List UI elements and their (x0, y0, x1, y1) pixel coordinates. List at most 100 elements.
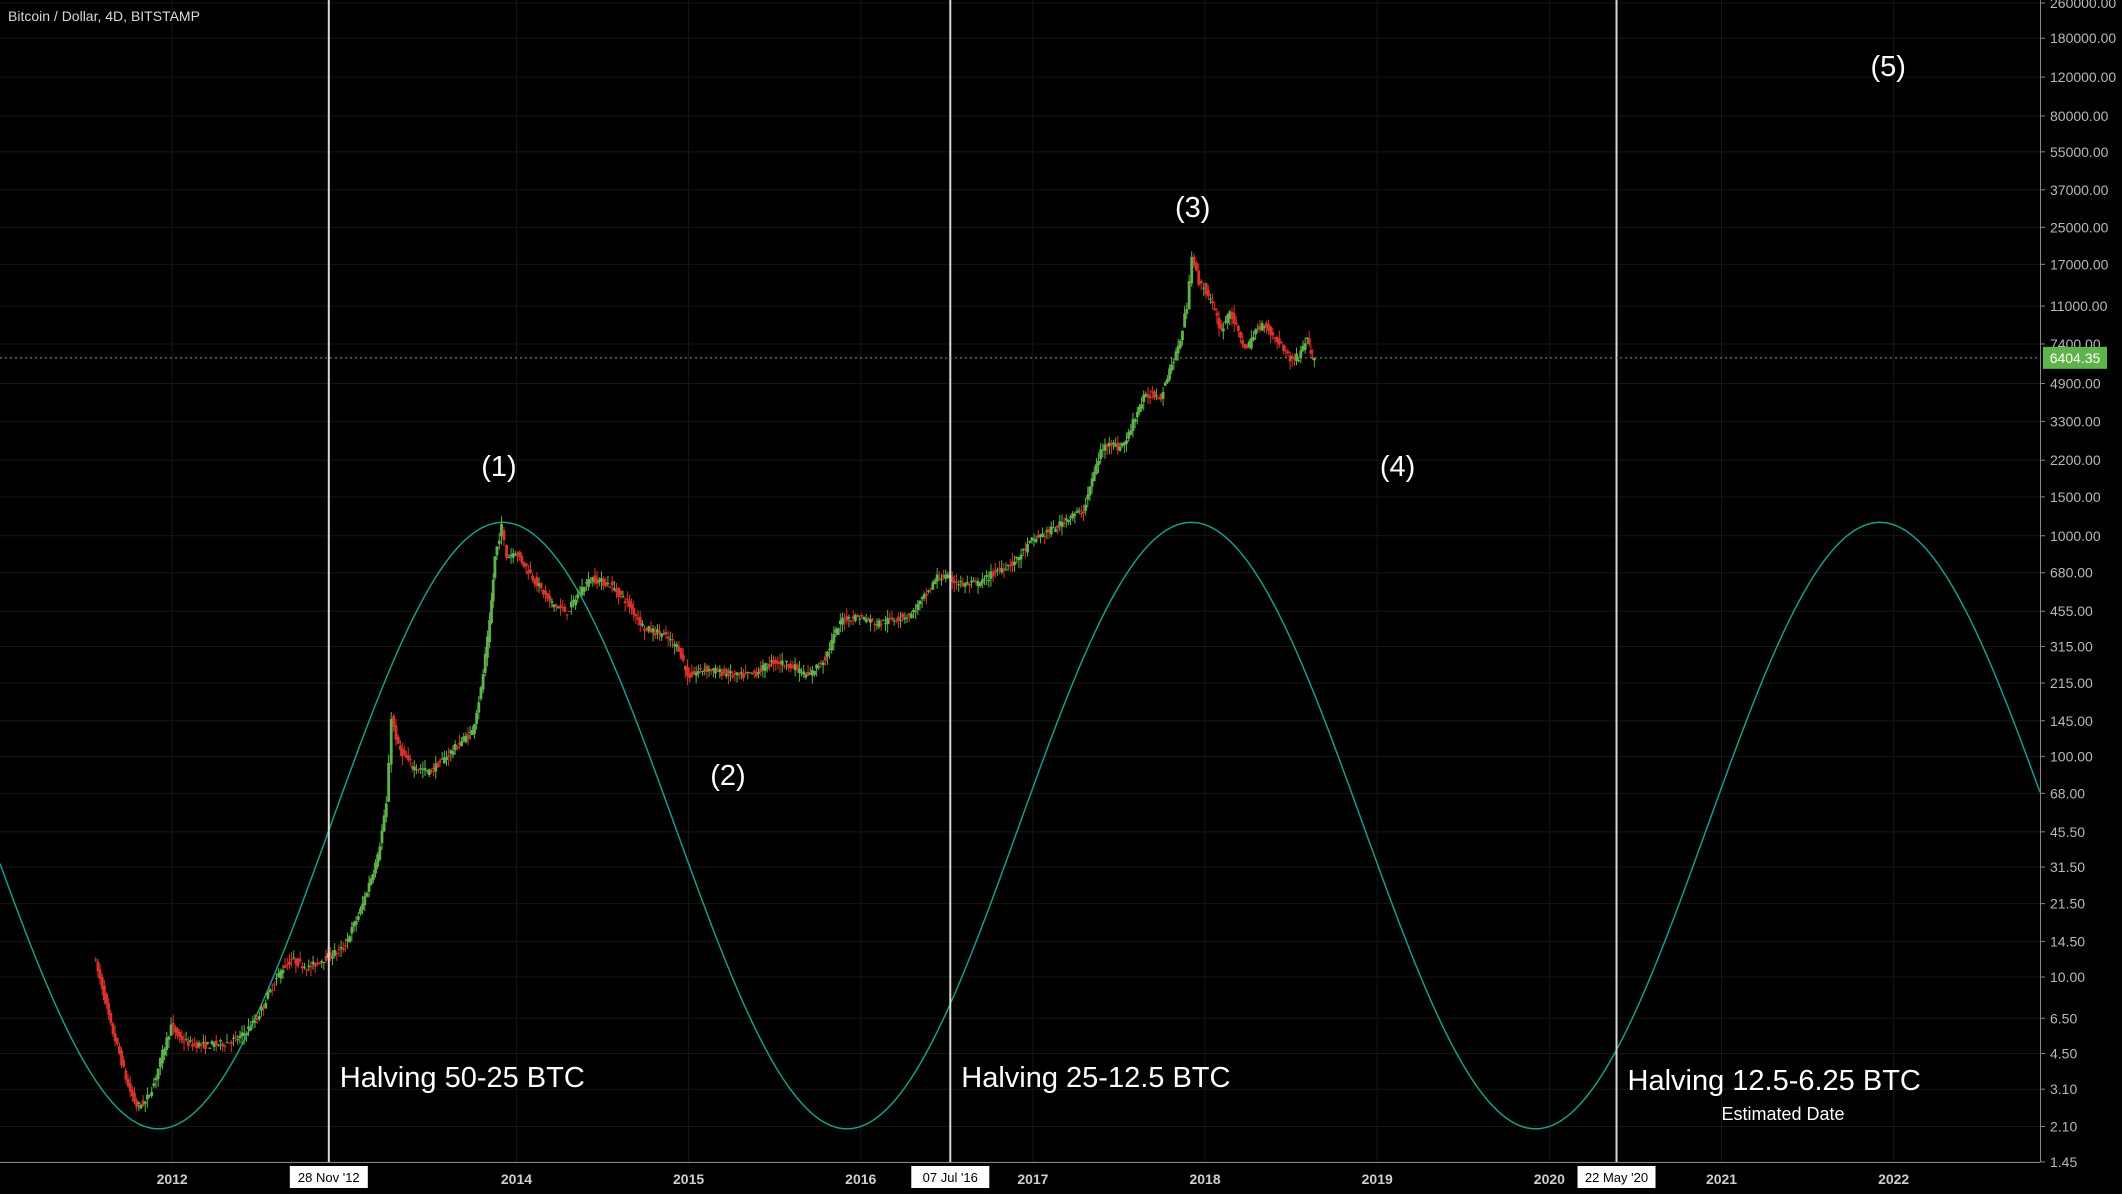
candle-body (348, 936, 352, 943)
candle-body (714, 667, 717, 674)
candle-body (324, 955, 328, 961)
price-tick-label: 145.00 (2050, 713, 2093, 729)
price-tick-label: 4.50 (2050, 1045, 2077, 1061)
candle-body (128, 1083, 132, 1092)
candle-body (1215, 312, 1219, 316)
candle-body (565, 614, 569, 616)
candle-body (645, 627, 649, 629)
candle-body (1271, 332, 1275, 336)
candle-body (511, 553, 515, 558)
candle-body (408, 759, 412, 761)
candle-body (221, 1043, 225, 1047)
candle-body (871, 619, 874, 621)
candle-body (636, 617, 640, 620)
candle-body (516, 553, 519, 555)
candle-body (912, 609, 915, 613)
candle-body (425, 770, 429, 772)
candle-body (229, 1041, 233, 1044)
candle-body (442, 757, 446, 764)
candle-body (1006, 565, 1010, 567)
candle-body (537, 583, 541, 587)
price-tick-label: 68.00 (2050, 785, 2085, 801)
candle-body (266, 992, 270, 999)
candle-body (996, 569, 999, 571)
candle-body (311, 961, 315, 965)
estimated-date-note: Estimated Date (1721, 1104, 1845, 1124)
candle-body (208, 1047, 212, 1049)
price-tick-label: 2.10 (2050, 1119, 2077, 1135)
candle-body (675, 644, 679, 648)
candle-body (255, 1017, 259, 1021)
candle-body (754, 671, 758, 677)
time-axis[interactable]: 2012 2014 2015 2016 2017 2018 2019 2020 2021 2022 (0, 1162, 2040, 1188)
candle-body (582, 586, 586, 592)
candle-body (1133, 419, 1137, 423)
candle-body (757, 672, 760, 674)
candle-body (1290, 355, 1294, 359)
candle-body (888, 618, 892, 620)
candle-body (363, 896, 367, 906)
candle-body (191, 1044, 194, 1047)
candle-body (1103, 444, 1107, 451)
candle-body (105, 993, 108, 1005)
candle-body (1056, 525, 1060, 529)
candle-body (483, 653, 487, 673)
candle-body (1170, 364, 1174, 371)
candle-body (262, 1006, 266, 1008)
candle-body (1041, 533, 1044, 538)
candle-body (1161, 392, 1165, 399)
candle-body (118, 1046, 121, 1054)
price-tick-label: 55000.00 (2050, 144, 2109, 160)
candle-body (664, 631, 668, 635)
candle-body (1144, 393, 1148, 397)
candle-body (371, 873, 375, 880)
candle-body (505, 545, 508, 558)
halving-label: Halving 25-12.5 BTC (961, 1062, 1231, 1094)
candle-body (950, 576, 954, 582)
candle-body (914, 611, 918, 613)
candle-body (798, 668, 801, 673)
candle-body (673, 644, 677, 646)
candle-body (602, 578, 606, 586)
candle-body (320, 961, 324, 963)
candle-body (451, 751, 455, 755)
candle-body (148, 1094, 151, 1096)
candle-body (296, 958, 300, 967)
candle-body (1264, 322, 1268, 329)
candle-body (277, 973, 281, 977)
candle-body (1217, 317, 1221, 329)
candle-body (1252, 336, 1255, 341)
candle-body (548, 595, 552, 601)
price-axis[interactable]: 260000.00 180000.00 120000.00 80000.00 55000… (2040, 0, 2122, 1194)
candle-body (1249, 338, 1253, 349)
candle-body (539, 583, 543, 589)
candle-body (873, 624, 877, 626)
candle-body (656, 629, 659, 633)
candle-body (653, 632, 657, 636)
candle-body (1017, 557, 1021, 561)
candle-body (1166, 378, 1169, 383)
candle-body (189, 1040, 192, 1042)
candle-body (382, 815, 386, 832)
candle-body (404, 754, 408, 758)
candle-body (369, 878, 373, 885)
candle-body (671, 638, 674, 641)
candle-body (630, 603, 633, 609)
candle-body (1243, 344, 1247, 348)
candle-body (1094, 464, 1098, 475)
price-tick-label: 11000.00 (2050, 298, 2108, 314)
candle-body (1047, 529, 1051, 533)
candle-body (1219, 323, 1223, 330)
candle-body (987, 579, 991, 582)
candle-body (625, 598, 629, 600)
candle-body (225, 1042, 229, 1044)
candle-body (651, 628, 655, 633)
price-axis-bg (2040, 0, 2122, 1194)
candle-body (1105, 444, 1109, 447)
candle-body (447, 755, 451, 757)
candle-body (294, 958, 298, 965)
candle-body (1282, 344, 1286, 352)
candle-body (1275, 336, 1279, 343)
candle-body (135, 1100, 139, 1108)
